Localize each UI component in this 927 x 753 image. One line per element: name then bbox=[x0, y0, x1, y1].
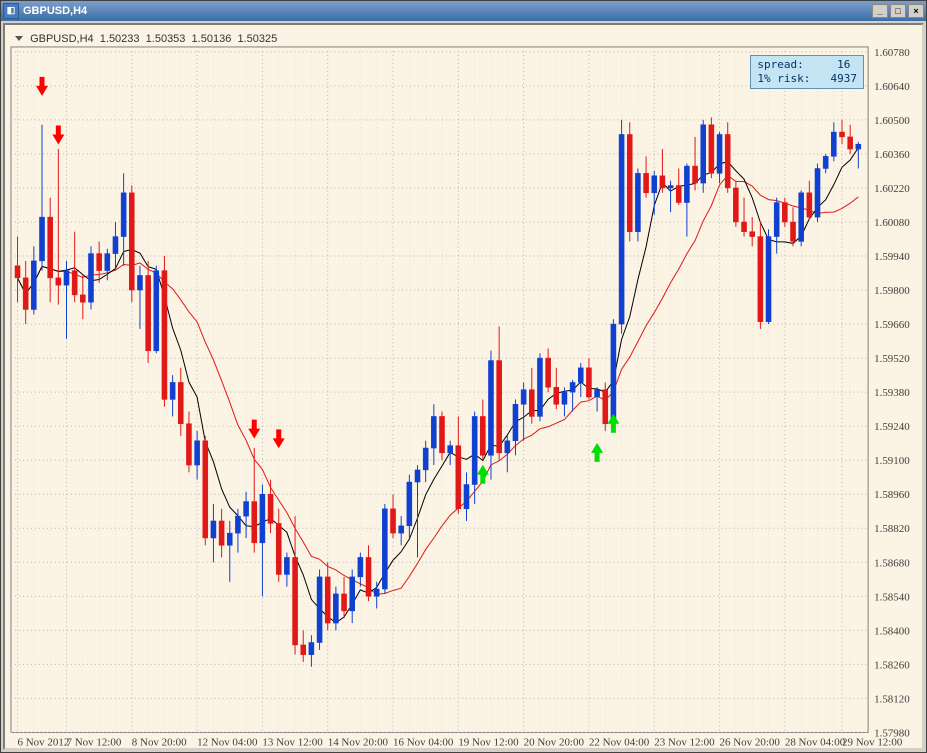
svg-text:29 Nov 12:00: 29 Nov 12:00 bbox=[842, 736, 903, 748]
svg-text:1.58400: 1.58400 bbox=[874, 625, 910, 637]
svg-text:1.58260: 1.58260 bbox=[874, 659, 910, 671]
minimize-button[interactable]: _ bbox=[872, 4, 888, 18]
spread-value: 16 bbox=[810, 58, 850, 72]
svg-text:12 Nov 04:00: 12 Nov 04:00 bbox=[197, 736, 258, 748]
svg-text:22 Nov 04:00: 22 Nov 04:00 bbox=[589, 736, 650, 748]
window-controls: _ □ × bbox=[872, 4, 924, 18]
svg-text:1.59660: 1.59660 bbox=[874, 319, 910, 331]
svg-text:1.59240: 1.59240 bbox=[874, 421, 910, 433]
svg-text:14 Nov 20:00: 14 Nov 20:00 bbox=[328, 736, 389, 748]
svg-text:13 Nov 12:00: 13 Nov 12:00 bbox=[262, 736, 323, 748]
legend-symbol: GBPUSD,H4 bbox=[30, 33, 94, 45]
svg-text:23 Nov 12:00: 23 Nov 12:00 bbox=[654, 736, 715, 748]
close-button[interactable]: × bbox=[908, 4, 924, 18]
svg-text:1.59800: 1.59800 bbox=[874, 285, 910, 297]
svg-text:7 Nov 12:00: 7 Nov 12:00 bbox=[66, 736, 121, 748]
svg-text:1.59380: 1.59380 bbox=[874, 387, 910, 399]
svg-text:26 Nov 20:00: 26 Nov 20:00 bbox=[720, 736, 781, 748]
svg-text:1.59100: 1.59100 bbox=[874, 455, 910, 467]
candlestick-chart: 1.579801.581201.582601.584001.585401.586… bbox=[5, 25, 922, 748]
chart-legend[interactable]: GBPUSD,H4 1.50233 1.50353 1.50136 1.5032… bbox=[15, 33, 277, 45]
svg-text:1.58680: 1.58680 bbox=[874, 557, 910, 569]
maximize-button[interactable]: □ bbox=[890, 4, 906, 18]
app-window: ◧ GBPUSD,H4 _ □ × 1.579801.581201.582601… bbox=[0, 0, 927, 753]
svg-text:1.59940: 1.59940 bbox=[874, 251, 910, 263]
svg-text:19 Nov 12:00: 19 Nov 12:00 bbox=[458, 736, 519, 748]
svg-text:1.60640: 1.60640 bbox=[874, 80, 910, 92]
svg-text:1.58540: 1.58540 bbox=[874, 591, 910, 603]
svg-text:28 Nov 04:00: 28 Nov 04:00 bbox=[785, 736, 846, 748]
svg-text:1.59520: 1.59520 bbox=[874, 353, 910, 365]
svg-text:1.58820: 1.58820 bbox=[874, 523, 910, 535]
svg-text:1.60080: 1.60080 bbox=[874, 217, 910, 229]
spread-label: spread: bbox=[757, 58, 803, 71]
svg-text:1.60220: 1.60220 bbox=[874, 183, 910, 195]
svg-text:1.60780: 1.60780 bbox=[874, 46, 910, 58]
info-box: spread: 16 1% risk: 4937 bbox=[750, 55, 864, 90]
svg-text:1.60360: 1.60360 bbox=[874, 148, 910, 160]
legend-high: 1.50353 bbox=[146, 33, 186, 45]
chart-area[interactable]: 1.579801.581201.582601.584001.585401.586… bbox=[3, 23, 924, 750]
risk-value: 4937 bbox=[817, 72, 857, 86]
legend-low: 1.50136 bbox=[192, 33, 232, 45]
window-title: GBPUSD,H4 bbox=[23, 5, 872, 17]
svg-text:16 Nov 04:00: 16 Nov 04:00 bbox=[393, 736, 454, 748]
legend-close: 1.50325 bbox=[237, 33, 277, 45]
app-icon: ◧ bbox=[3, 3, 19, 19]
legend-open: 1.50233 bbox=[100, 33, 140, 45]
titlebar[interactable]: ◧ GBPUSD,H4 _ □ × bbox=[1, 1, 926, 21]
svg-text:20 Nov 20:00: 20 Nov 20:00 bbox=[524, 736, 585, 748]
risk-label: 1% risk: bbox=[757, 72, 810, 85]
svg-text:6 Nov 2012: 6 Nov 2012 bbox=[18, 736, 70, 748]
svg-text:8 Nov 20:00: 8 Nov 20:00 bbox=[132, 736, 187, 748]
legend-dropdown-icon[interactable] bbox=[15, 36, 23, 41]
svg-text:1.58120: 1.58120 bbox=[874, 693, 910, 705]
svg-text:1.60500: 1.60500 bbox=[874, 114, 910, 126]
svg-text:1.58960: 1.58960 bbox=[874, 489, 910, 501]
